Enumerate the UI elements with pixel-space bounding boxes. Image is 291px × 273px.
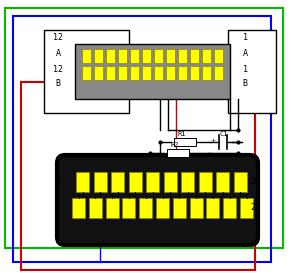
FancyBboxPatch shape <box>57 155 258 245</box>
Bar <box>146 172 159 192</box>
Text: 12: 12 <box>53 64 63 73</box>
Bar <box>173 198 186 218</box>
Bar <box>214 49 223 63</box>
Bar <box>94 66 103 80</box>
Bar <box>139 198 152 218</box>
Bar <box>156 198 169 218</box>
Bar <box>111 172 124 192</box>
Bar <box>164 172 177 192</box>
Bar <box>202 49 211 63</box>
Bar <box>214 66 223 80</box>
Bar <box>167 149 189 157</box>
Text: 1: 1 <box>242 64 248 73</box>
Text: 1: 1 <box>56 203 61 212</box>
Text: R1: R1 <box>178 131 186 137</box>
Bar <box>13 16 271 262</box>
Bar <box>106 49 115 63</box>
Bar <box>190 198 203 218</box>
Bar <box>75 44 230 99</box>
Bar <box>130 66 139 80</box>
Bar <box>106 66 115 80</box>
Bar <box>154 66 163 80</box>
Bar <box>174 138 196 146</box>
Bar <box>76 172 89 192</box>
Bar <box>21 82 255 270</box>
Bar <box>44 30 129 113</box>
Bar <box>240 198 253 218</box>
Bar <box>216 172 229 192</box>
Bar <box>118 49 127 63</box>
Bar <box>5 8 283 248</box>
Text: 12: 12 <box>53 34 63 43</box>
Bar <box>233 172 246 192</box>
Text: 1: 1 <box>242 34 248 43</box>
Text: 21: 21 <box>250 203 260 212</box>
Text: C1: C1 <box>220 131 228 137</box>
Bar <box>206 198 219 218</box>
Bar <box>178 66 187 80</box>
Bar <box>93 172 107 192</box>
Text: 20: 20 <box>250 177 260 185</box>
Bar <box>123 198 135 218</box>
Text: B: B <box>56 79 61 88</box>
Bar <box>82 49 91 63</box>
Bar <box>190 66 199 80</box>
Bar <box>198 172 212 192</box>
Bar <box>130 49 139 63</box>
Bar <box>228 30 276 113</box>
Bar <box>94 49 103 63</box>
Bar <box>89 198 102 218</box>
Bar <box>142 49 151 63</box>
Bar <box>82 66 91 80</box>
Text: R2: R2 <box>171 142 179 148</box>
Text: +: + <box>210 138 216 143</box>
Bar <box>223 198 236 218</box>
Bar <box>166 66 175 80</box>
Text: 2: 2 <box>56 177 61 185</box>
Bar <box>202 66 211 80</box>
Bar <box>129 172 141 192</box>
Bar <box>106 198 119 218</box>
Bar <box>190 49 199 63</box>
Bar <box>118 66 127 80</box>
Bar <box>142 66 151 80</box>
Bar <box>166 49 175 63</box>
Text: A: A <box>56 49 61 58</box>
Bar <box>181 172 194 192</box>
Text: B: B <box>242 79 248 88</box>
Bar <box>178 49 187 63</box>
Bar <box>154 49 163 63</box>
Bar <box>72 198 85 218</box>
Text: A: A <box>242 49 248 58</box>
